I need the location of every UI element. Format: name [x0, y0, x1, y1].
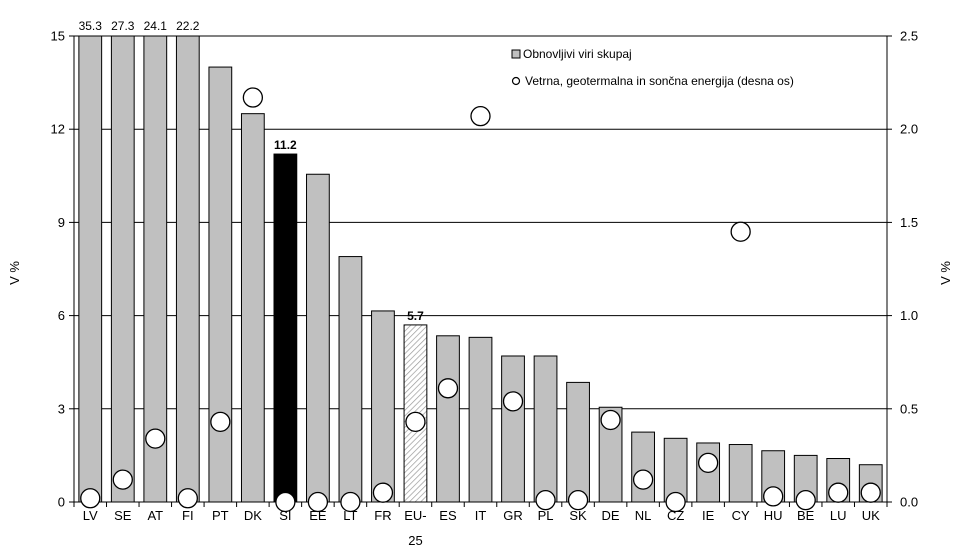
y2-axis-title: V %: [938, 261, 953, 285]
x-tick-label: LT: [343, 508, 357, 523]
bar-value-label: 5.7: [407, 309, 424, 323]
bar-value-label: 22.2: [176, 19, 200, 33]
y-axis-title: V %: [7, 261, 22, 285]
marker-uk: [860, 482, 881, 503]
marker-fr: [372, 482, 394, 503]
x-tick-label: UK: [862, 508, 880, 523]
marker-de: [600, 409, 621, 431]
x-tick-label: FR: [374, 508, 391, 523]
y2-tick-label: 0.5: [900, 401, 918, 416]
y2-tick-label: 1.5: [900, 215, 918, 230]
marker-ie: [697, 452, 719, 474]
y2-tick-label: 2.5: [900, 29, 918, 44]
legend-swatch-markers: [511, 76, 521, 86]
marker-cy: [730, 221, 751, 242]
x-tick-label: IE: [702, 508, 715, 523]
y2-tick-label: 2.0: [900, 122, 918, 137]
x-tick-label: EE: [309, 508, 327, 523]
x-tick-label: AT: [147, 508, 163, 523]
marker-hu: [763, 486, 784, 507]
x-tick-label: DK: [244, 508, 262, 523]
marker-it: [470, 106, 491, 127]
bar-fi: [175, 35, 200, 503]
marker-lv: [80, 488, 101, 509]
bar-it: [468, 336, 493, 503]
x-tick-label: LV: [83, 508, 98, 523]
legend-label-bars: Obnovljivi viri skupaj: [523, 47, 632, 61]
bar-value-label: 11.2: [274, 138, 297, 152]
y-tick-label: 6: [58, 308, 65, 323]
bar-dk: [240, 113, 265, 503]
bar-series: [78, 35, 883, 503]
x-tick-label: SI: [279, 508, 291, 523]
x-tick-label: IT: [475, 508, 487, 523]
marker-be: [795, 489, 816, 511]
marker-at: [145, 428, 166, 449]
bar-lt: [338, 256, 363, 503]
axes: [69, 35, 892, 507]
bar-cy: [728, 444, 753, 503]
bar-lv: [78, 35, 103, 503]
x-tick-label: HU: [764, 508, 783, 523]
bar-si: [273, 153, 298, 503]
x-tick-label: PT: [212, 508, 229, 523]
y-tick-label: 9: [58, 215, 65, 230]
marker-pt: [210, 411, 231, 432]
marker-fi: [177, 488, 198, 509]
x-tick-label: NL: [635, 508, 652, 523]
bar-se: [110, 35, 135, 503]
bar-ee: [306, 173, 330, 503]
bar-es: [436, 335, 460, 503]
marker-lu: [828, 482, 849, 503]
x-tick-label: SE: [114, 508, 132, 523]
labels: 0 3 6 9 12 15 0.0 0.5 1.0 1.5 2.0 2.5 35.3 LV 27.3 SE 24…: [51, 19, 919, 548]
x-tick-label: CZ: [667, 508, 684, 523]
bar-pt: [208, 66, 233, 503]
bar-value-label: 24.1: [144, 19, 168, 33]
x-tick-label: SK: [569, 508, 587, 523]
y2-tick-label: 0.0: [900, 495, 918, 510]
marker-gr: [502, 391, 524, 412]
x-tick-label: FI: [182, 508, 194, 523]
bar-value-label: 27.3: [111, 19, 135, 33]
bar-fr: [371, 310, 395, 503]
x-tick-label: GR: [503, 508, 523, 523]
x-tick-label: LU: [830, 508, 847, 523]
x-tick-label: DE: [602, 508, 620, 523]
marker-es: [437, 378, 459, 399]
legend: Obnovljivi viri skupaj Vetrna, geotermal…: [511, 47, 794, 88]
y-tick-label: 3: [58, 401, 65, 416]
marker-series: [80, 87, 881, 513]
y-tick-label: 12: [51, 122, 65, 137]
legend-swatch-bars: [511, 49, 521, 59]
bar-pl: [533, 355, 558, 503]
marker-nl: [632, 469, 654, 490]
marker-se: [112, 469, 133, 490]
marker-lt: [340, 491, 361, 513]
x-tick-label: PL: [538, 508, 554, 523]
y2-tick-label: 1.0: [900, 308, 918, 323]
y-tick-label: 15: [51, 29, 65, 44]
x-tick-label: 25: [408, 533, 422, 548]
marker-pl: [535, 489, 556, 511]
marker-sk: [567, 489, 589, 511]
bar-nl: [631, 431, 655, 503]
bar-sk: [566, 381, 590, 503]
bar-gr: [501, 355, 525, 503]
x-tick-label: CY: [732, 508, 750, 523]
x-tick-label: ES: [439, 508, 457, 523]
bar-value-label: 35.3: [79, 19, 103, 33]
marker-eu-25: [405, 411, 426, 432]
legend-label-markers: Vetrna, geotermalna in sončna energija (…: [525, 74, 794, 88]
marker-ee: [307, 491, 329, 513]
x-tick-label: BE: [797, 508, 815, 523]
marker-cz: [665, 491, 686, 513]
marker-dk: [242, 87, 264, 108]
marker-si: [275, 491, 296, 513]
x-tick-label: EU-: [404, 508, 426, 523]
y-tick-label: 0: [58, 495, 65, 510]
